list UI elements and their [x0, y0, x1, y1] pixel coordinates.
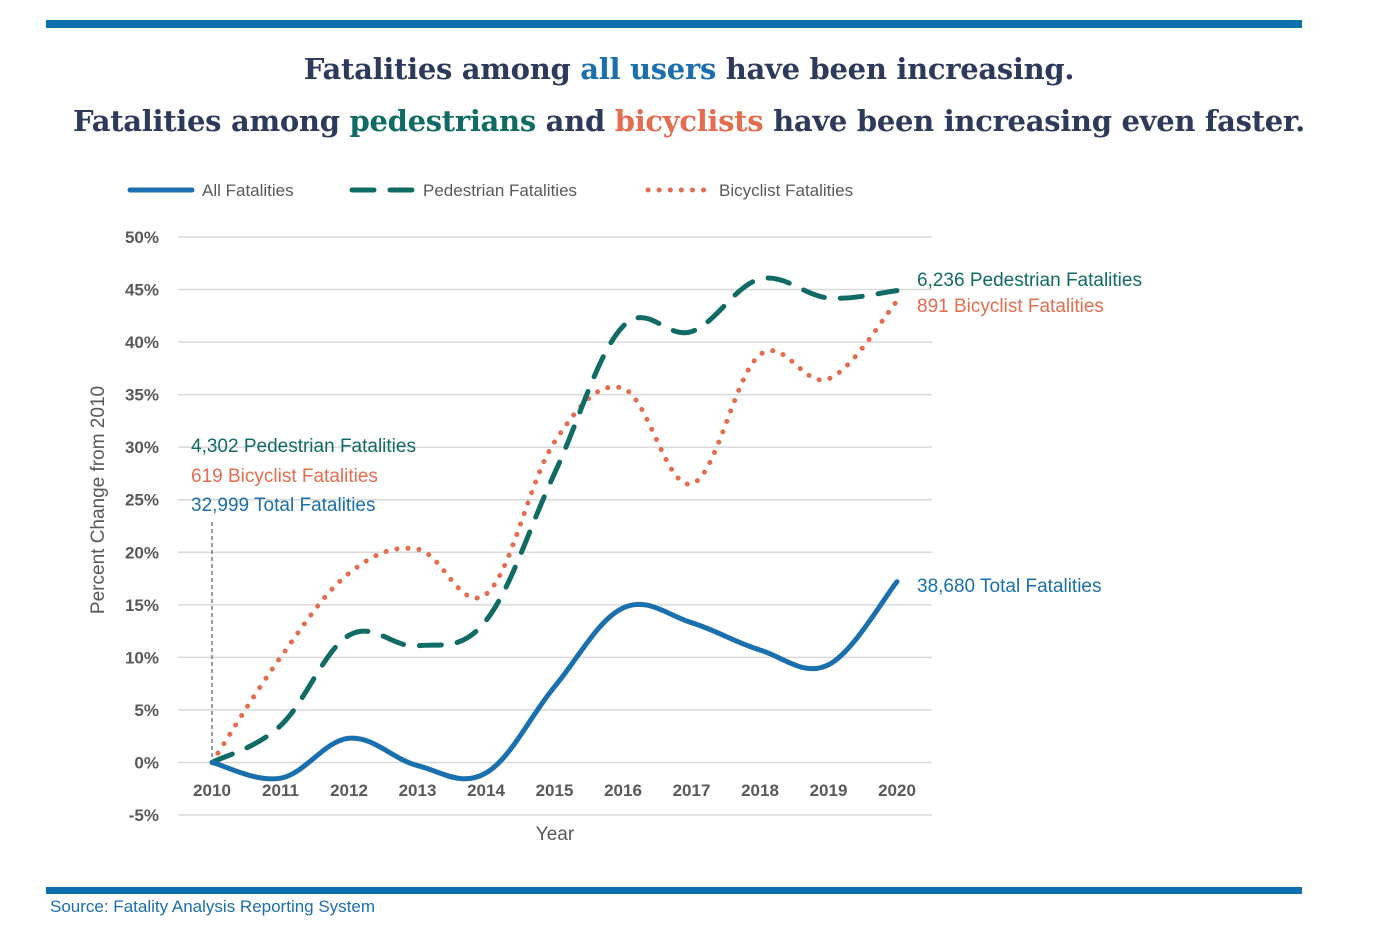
x-tick-label: 2014 — [467, 781, 505, 800]
y-tick-label: 25% — [125, 491, 159, 510]
gridlines — [178, 236, 932, 816]
legend-label-pedestrian: Pedestrian Fatalities — [423, 181, 577, 200]
y-tick-label: 20% — [125, 543, 159, 562]
headline-line-1: Fatalities among all users have been inc… — [0, 52, 1378, 86]
bottom-rule — [46, 887, 1302, 894]
series-lines — [209, 275, 900, 782]
y-tick-label: 10% — [125, 648, 159, 667]
y-tick-label: 45% — [125, 281, 159, 300]
y-tick-label: 5% — [134, 701, 159, 720]
y-tick-label: 50% — [125, 228, 159, 247]
start-annotation-pedestrian: 4,302 Pedestrian Fatalities — [191, 436, 416, 457]
headline-2-segment: Fatalities among — [73, 104, 350, 138]
y-tick-label: 0% — [134, 753, 159, 772]
source-note: Source: Fatality Analysis Reporting Syst… — [50, 897, 376, 916]
end-annotation-all: 38,680 Total Fatalities — [917, 576, 1102, 597]
x-tick-label: 2017 — [673, 781, 711, 800]
y-tick-label: 35% — [125, 386, 159, 405]
y-tick-label: -5% — [129, 806, 159, 825]
start-annotation-bicyclist: 619 Bicyclist Fatalities — [191, 466, 378, 487]
headline-1-segment: Fatalities among — [303, 52, 581, 86]
series-line-bicyclist — [209, 298, 900, 765]
y-tick-label: 15% — [125, 596, 159, 615]
top-rule — [46, 20, 1302, 28]
legend: All Fatalities Pedestrian Fatalities Bicyc… — [127, 181, 853, 200]
headline-1-segment: have been increasing. — [715, 52, 1075, 86]
series-line-all — [209, 579, 900, 782]
x-tick-label: 2015 — [536, 781, 574, 800]
headline-2-segment: have been increasing even faster. — [763, 104, 1305, 138]
x-tick-label: 2012 — [330, 781, 368, 800]
legend-label-bicyclist: Bicyclist Fatalities — [719, 181, 853, 200]
annotations: 4,302 Pedestrian Fatalities 619 Bicyclist… — [191, 270, 1142, 597]
y-tick-label: 40% — [125, 333, 159, 352]
headline-2-segment: and — [535, 104, 615, 138]
x-tick-label: 2013 — [399, 781, 437, 800]
y-axis-title: Percent Change from 2010 — [88, 386, 109, 614]
x-axis-title: Year — [536, 824, 575, 845]
headline-2-segment: bicyclists — [614, 104, 764, 138]
end-annotation-pedestrian: 6,236 Pedestrian Fatalities — [917, 270, 1142, 291]
x-tick-label: 2016 — [604, 781, 642, 800]
x-tick-label: 2011 — [262, 781, 299, 800]
x-axis-ticks: 2010 2011 2012 2013 2014 2015 2016 2017 2018 2019… — [193, 781, 916, 800]
legend-label-all: All Fatalities — [202, 181, 294, 200]
series-line-pedestrian — [209, 275, 900, 765]
x-tick-label: 2019 — [810, 781, 848, 800]
x-tick-label: 2018 — [741, 781, 779, 800]
headline-line-2: Fatalities among pedestrians and bicycli… — [0, 104, 1378, 138]
x-tick-label: 2020 — [878, 781, 916, 800]
end-annotation-bicyclist: 891 Bicyclist Fatalities — [917, 296, 1104, 317]
headline-1-segment: all users — [580, 52, 716, 86]
headline-2-segment: pedestrians — [349, 104, 536, 138]
y-tick-label: 30% — [125, 438, 159, 457]
y-axis-ticks: -5% 0% 5% 10% 15% 20% 25% 30% 35% 40% 45% 50% — [125, 228, 159, 825]
start-annotation-all: 32,999 Total Fatalities — [191, 495, 376, 516]
x-tick-label: 2010 — [193, 781, 231, 800]
